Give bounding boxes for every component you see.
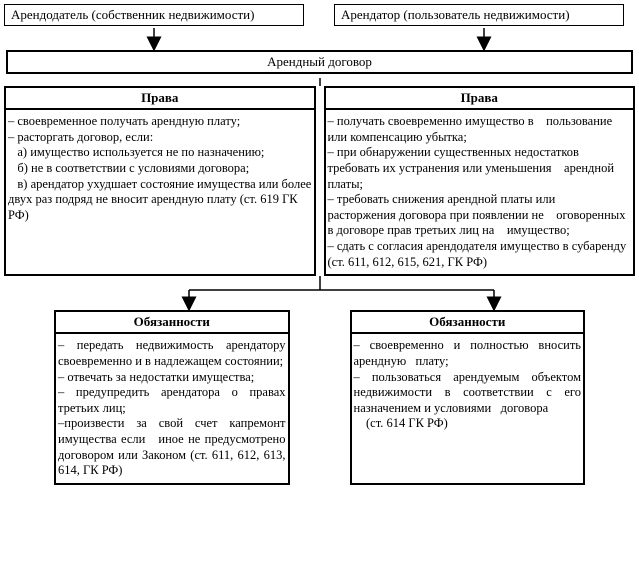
rights-row: Права – своевременное получать арендную … — [4, 86, 635, 276]
lessee-duties-body: – своевременно и полностью вносить аренд… — [352, 334, 584, 436]
arrows-to-contract — [4, 28, 635, 50]
lessor-duties-body: – передать недвижимость арендатору своев… — [56, 334, 288, 483]
parties-row: Арендодатель (собственник недвижимости) … — [4, 4, 635, 26]
lessee-box: Арендатор (пользователь недвижимости) — [334, 4, 624, 26]
lessee-duties-title: Обязанности — [352, 312, 584, 334]
contract-label: Арендный договор — [267, 54, 372, 69]
connector-contract-rights — [4, 78, 635, 86]
lessor-rights-box: Права – своевременное получать арендную … — [4, 86, 316, 276]
lessor-rights-title: Права — [6, 88, 314, 110]
connector-rights-duties — [4, 276, 635, 310]
lessee-label: Арендатор (пользователь недвижимости) — [341, 7, 570, 22]
lessor-box: Арендодатель (собственник недвижимости) — [4, 4, 304, 26]
lessor-rights-body: – своевременное получать арендную плату;… — [6, 110, 314, 227]
lessor-duties-title: Обязанности — [56, 312, 288, 334]
lessee-rights-body: – получать своевременно имущество в поль… — [326, 110, 634, 274]
lessor-duties-box: Обязанности – передать недвижимость арен… — [54, 310, 290, 485]
lessee-duties-box: Обязанности – своевременно и полностью в… — [350, 310, 586, 485]
lessee-rights-title: Права — [326, 88, 634, 110]
lessor-label: Арендодатель (собственник недвижимости) — [11, 7, 254, 22]
contract-box: Арендный договор — [6, 50, 633, 74]
lessee-rights-box: Права – получать своевременно имущество … — [324, 86, 636, 276]
duties-row: Обязанности – передать недвижимость арен… — [4, 310, 635, 485]
